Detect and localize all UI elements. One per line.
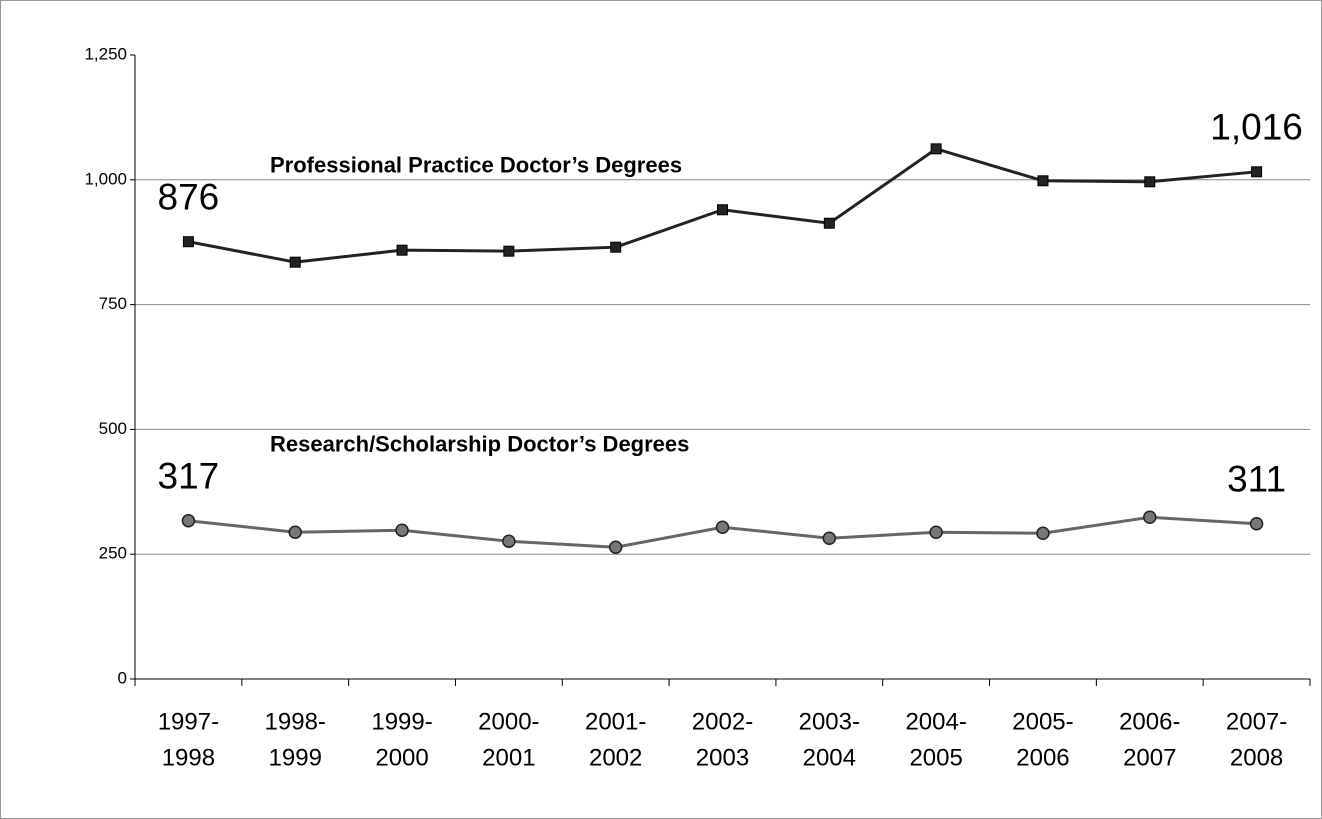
x-tick-label: 2002- [692,708,753,735]
x-tick-label: 1998 [162,744,215,771]
point-marker [1144,176,1156,188]
y-tick-label: 0 [118,668,127,687]
point-marker [181,514,196,528]
point-marker [1036,526,1050,540]
x-tick-label: 2000 [375,744,428,771]
point-marker [396,244,408,256]
point-marker [289,256,301,268]
x-tick-label: 2004 [803,744,856,771]
y-tick-label: 1,000 [84,169,127,188]
point-marker [715,520,730,534]
point-marker [182,236,194,248]
x-tick-label: 2002 [589,744,642,771]
point-marker [822,531,837,545]
x-tick-label: 2001- [585,708,646,735]
x-tick-label: 2003 [696,744,749,771]
y-tick-label: 500 [99,419,127,438]
point-marker [608,540,623,554]
point-marker [1037,175,1049,187]
x-tick-label: 2007- [1226,708,1287,735]
x-tick-label: 2007 [1123,744,1176,771]
series-label: Research/Scholarship Doctor’s Degrees [270,432,689,457]
x-tick-label: 1998- [265,708,326,735]
x-tick-label: 2006 [1016,744,1069,771]
x-tick-label: 1997- [158,708,219,735]
series-label: Professional Practice Doctor’s Degrees [270,153,682,178]
x-tick-label: 2000- [478,708,539,735]
point-marker [395,523,409,537]
x-tick-label: 2006- [1119,708,1180,735]
y-tick-label: 250 [99,544,127,563]
x-tick-label: 1999 [269,744,322,771]
point-marker [288,525,302,539]
x-tick-label: 2003- [799,708,860,735]
value-label: 876 [158,176,220,217]
point-marker [1249,516,1264,531]
x-tick-label: 2005- [1012,708,1073,735]
x-tick-label: 2005 [909,744,962,771]
x-tick-label: 2008 [1230,744,1283,771]
y-tick-label: 750 [99,294,127,313]
value-label: 311 [1227,459,1286,500]
point-marker [930,143,942,155]
point-marker [502,534,516,548]
point-marker [1251,166,1263,178]
x-tick-label: 2004- [905,708,966,735]
value-label: 317 [158,456,220,497]
value-label: 1,016 [1210,107,1303,148]
point-marker [610,241,622,253]
point-marker [929,525,943,539]
point-marker [503,245,515,257]
y-tick-label: 1,250 [84,44,127,63]
point-marker [823,217,835,229]
x-tick-label: 2001 [482,744,535,771]
point-marker [1143,510,1157,525]
point-marker [717,204,728,216]
x-tick-label: 1999- [371,708,432,735]
